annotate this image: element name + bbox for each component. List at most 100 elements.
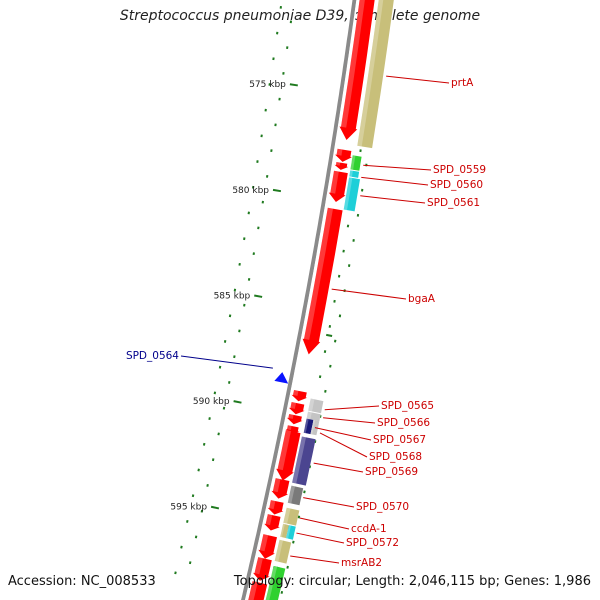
cds-spd0567-body — [286, 414, 303, 425]
cds-spd0559 — [335, 148, 352, 162]
gene-leader-line — [360, 195, 426, 204]
gc-tick — [191, 494, 195, 498]
cog-spd0565-body — [308, 398, 324, 414]
cog-spd0561-body — [343, 177, 360, 212]
gene-leader-line — [323, 417, 376, 424]
gc-tick — [174, 571, 177, 575]
cds-spd0561 — [328, 170, 348, 202]
kbp-label: 580 kbp — [232, 186, 269, 196]
cds-spd0560-shine — [335, 162, 341, 166]
cog-spd0567b-shine — [310, 420, 316, 435]
gene-leader-line — [363, 164, 432, 171]
gc-tick — [286, 565, 289, 569]
gc-tick — [303, 490, 306, 494]
cds-spd0561-shine — [330, 170, 339, 194]
gc-tick — [217, 432, 220, 436]
cds-spd0561-body — [328, 170, 348, 202]
cds-spd0569-shine — [277, 430, 291, 471]
gene-leader-line — [180, 355, 273, 369]
gene-leader-line — [361, 176, 429, 186]
cds-spd0570 — [271, 478, 290, 499]
cog-spd0566 — [306, 411, 321, 422]
kbp-label: 585 kbp — [214, 291, 251, 301]
cog-msrAB2 — [274, 539, 292, 564]
cds-prtA-shine — [341, 0, 365, 128]
cds-bgaA — [302, 207, 343, 355]
cds-ccdA1 — [267, 500, 284, 515]
cds-prtA-body — [339, 0, 375, 140]
gc-tick — [280, 590, 284, 594]
kbp-tick — [210, 505, 220, 510]
cog-ccdA1-body — [283, 507, 300, 526]
cds-spd0560 — [334, 162, 349, 170]
cog-spd0572b — [286, 525, 296, 540]
cds-bgaA-body — [302, 207, 343, 355]
gc-tick — [186, 519, 189, 523]
cog-spd0560 — [349, 170, 360, 178]
gene-label: SPD_0565 — [381, 400, 434, 412]
cds-spd0559-shine — [336, 148, 343, 156]
gc-tick — [180, 545, 183, 549]
cds-next — [253, 557, 272, 581]
gene-label: SPD_0570 — [356, 501, 409, 513]
gene-label: SPD_0572 — [346, 537, 399, 549]
cds-next-body — [253, 557, 272, 581]
cds-msrAB2-shine — [259, 534, 269, 552]
genome-summary-text: Topology: circular; Length: 2,046,115 bp… — [233, 574, 591, 589]
cds-spd0572 — [264, 514, 281, 531]
gc-tick — [208, 417, 211, 421]
gene-leader-line — [299, 517, 350, 530]
cog-spd0561 — [343, 177, 360, 212]
cds-spd0569-body — [276, 430, 301, 481]
cds-spd0567-shine — [288, 414, 294, 419]
cds-spd0568-body — [285, 425, 300, 435]
kbp-label: 575 kbp — [249, 80, 286, 90]
backbone-layer — [241, 0, 358, 600]
kbp-label: 590 kbp — [193, 397, 230, 407]
cog-spd0566-body — [306, 411, 321, 422]
cog-spd0570-body — [287, 485, 304, 506]
cog-spd0567-shine — [303, 418, 309, 434]
gc-tick — [292, 540, 295, 544]
gene-leader-line — [303, 497, 355, 508]
cds-next-shine — [254, 557, 263, 575]
cds-spd0565-shine — [293, 390, 299, 396]
cog-prtA-shine — [357, 0, 384, 147]
cds-spd0566 — [288, 402, 305, 415]
cog-spd0570-shine — [287, 485, 295, 504]
gene-label: SPD_0567 — [373, 434, 426, 446]
cds-next2-body — [248, 581, 268, 600]
gene-label: SPD_0564 — [126, 350, 179, 362]
cds-next2-shine — [248, 581, 258, 600]
gene-leader-line — [324, 405, 380, 411]
cds-spd0572-body — [264, 514, 281, 531]
cds-msrAB2-body — [258, 534, 277, 559]
cog-prtA — [357, 0, 394, 149]
cog-spd0567b-body — [310, 420, 320, 436]
gene-label: SPD_0568 — [369, 451, 422, 463]
cds-spd0559-body — [335, 148, 352, 162]
cds-spd0572-shine — [265, 514, 273, 526]
cog-next — [265, 565, 286, 600]
gc-tick — [200, 509, 204, 513]
cds-spd0570-shine — [272, 478, 281, 493]
label-layer: 575 kbp 580 kbp 585 kbp 590 kbp 595 kbp prtA S… — [126, 75, 486, 569]
kbp-tick — [272, 188, 282, 193]
cog-spd0559-body — [350, 155, 362, 171]
cds-spd0565 — [291, 390, 308, 402]
gene-label: SPD_0566 — [377, 417, 430, 429]
cog-spd0559 — [350, 155, 362, 171]
cog-spd0565 — [308, 398, 324, 414]
cog-spd0572a-shine — [280, 523, 285, 538]
gene-label: bgaA — [408, 293, 436, 305]
feature-layer — [248, 0, 394, 600]
gene-leader-line — [386, 75, 450, 84]
gc-tick — [213, 391, 217, 395]
cds-msrAB2 — [258, 534, 277, 559]
kbp-label: 595 kbp — [170, 503, 207, 513]
cog-msrAB2-body — [274, 539, 292, 564]
gc-tick — [202, 442, 206, 446]
gene-tick — [326, 333, 333, 337]
